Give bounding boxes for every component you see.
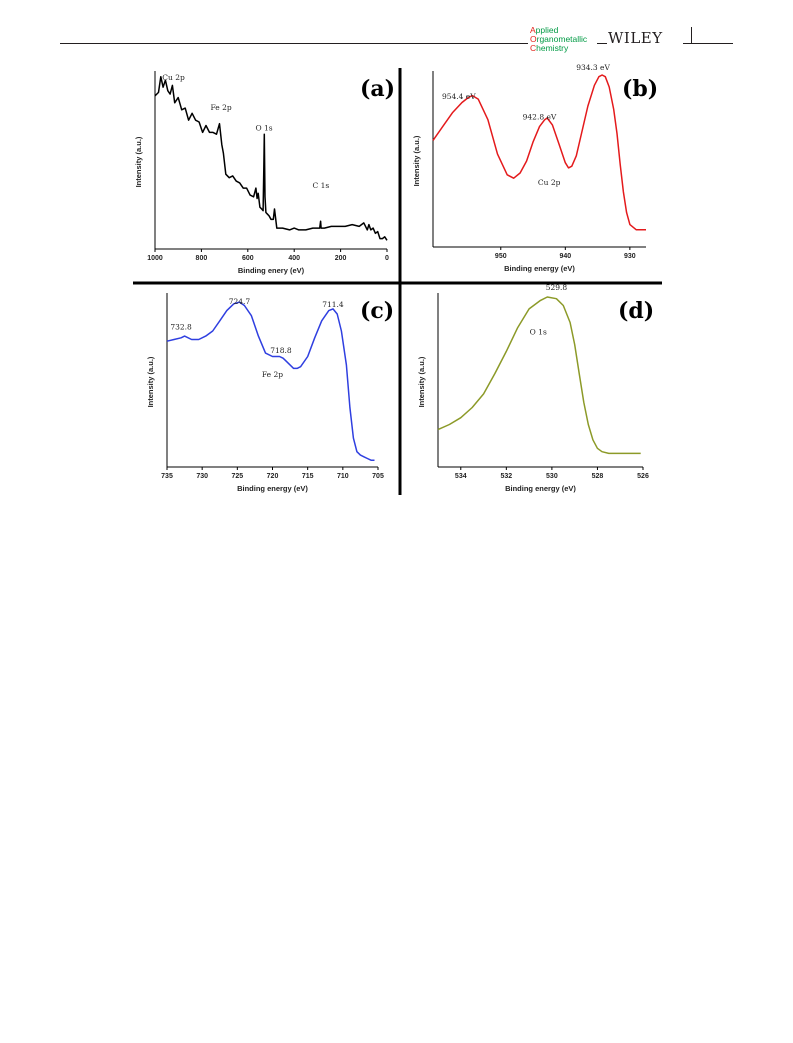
peak-annotation: Cu 2p [538,178,561,187]
peak-annotation: 934.3 eV [576,63,610,72]
x-tick-label: 730 [196,473,208,480]
peak-annotation: O 1s [255,124,272,133]
xps-panel-b: 950 940 930 Binding energy (eV) Intensity (a… [412,63,646,273]
x-tick-label: 710 [337,473,349,480]
x-tick-label: 725 [231,473,243,480]
peak-annotation: 711.4 [322,300,344,309]
peak-annotation: Fe 2p [211,103,232,112]
y-axis-label: Intensity (a.u.) [146,356,155,407]
peak-annotation: 724.7 [229,297,251,306]
header-rule-right [683,43,733,44]
journal-logo-initial: A [530,25,536,35]
panel-label-d: (d) [618,298,654,324]
journal-logo-word: hemistry [536,43,569,53]
peak-annotation: 732.8 [170,322,192,331]
x-tick-label: 705 [372,473,384,480]
x-tick-label: 0 [385,255,389,262]
header-rule-left [60,43,528,44]
journal-logo-word: rganometallic [536,34,588,44]
publisher-logo: WILEY [608,29,663,47]
x-tick-label: 800 [196,255,208,262]
x-axis-label: Binding enery (eV) [238,266,305,275]
peak-annotation: 718.8 [270,346,292,355]
panel-label-b: (b) [622,76,658,102]
peak-annotation: 942.8 eV [523,113,557,122]
x-tick-label: 720 [267,473,279,480]
x-tick-label: 940 [559,253,571,260]
peak-annotation: Cu 2p [162,73,185,82]
x-tick-label: 528 [592,473,604,480]
peak-annotation: 529.8 [546,283,568,292]
journal-logo-initial: O [530,34,537,44]
y-axis-label: Intensity (a.u.) [417,356,426,407]
x-tick-label: 532 [500,473,512,480]
peak-annotation: O 1s [530,327,547,336]
page-number-tick [691,27,692,44]
x-tick-label: 530 [546,473,558,480]
x-axis-label: Binding energy (eV) [505,484,576,493]
xps-panel-a: 1000 800 600 400 200 0 Binding enery (eV) Inten… [134,71,389,275]
plot-area: 1000 800 600 400 200 0 Binding enery (eV) Inten… [134,63,649,493]
x-tick-label: 735 [161,473,173,480]
spectrum-line [166,301,375,461]
x-tick-label: 715 [302,473,314,480]
peak-annotation: C 1s [313,181,330,190]
journal-logo-word: pplied [535,25,559,35]
panel-label-c: (c) [360,298,394,324]
x-tick-label: 930 [624,253,636,260]
journal-logo-line: Chemistry [530,44,587,53]
x-tick-label: 200 [335,255,347,262]
peak-annotation: Fe 2p [262,370,283,379]
y-axis-label: Intensity (a.u.) [412,135,421,186]
x-tick-label: 400 [288,255,300,262]
panel-label-a: (a) [360,76,395,102]
spectrum-line [437,296,641,455]
xps-panel-c: 735 730 725 720 715 710 705 Binding energy (eV)… [146,293,384,493]
journal-logo: Applied Organometallic Chemistry [530,26,587,53]
journal-logo-initial: C [530,43,537,53]
x-axis-label: Binding energy (eV) [504,264,575,273]
journal-logo-line: Applied [530,26,587,35]
x-tick-label: 600 [242,255,254,262]
x-tick-label: 526 [637,473,649,480]
y-axis-label: Intensity (a.u.) [134,136,143,187]
spectrum-line [154,75,388,241]
spectrum-line [432,74,646,231]
x-tick-label: 1000 [147,255,163,262]
x-tick-label: 950 [495,253,507,260]
x-axis-label: Binding energy (eV) [237,484,308,493]
xps-panel-d: 534 532 530 528 526 Binding energy (eV) Intens… [417,283,649,493]
peak-annotation: 954.4 eV [442,92,476,101]
x-tick-label: 534 [455,473,467,480]
journal-logo-line: Organometallic [530,35,587,44]
header-rule-mid [597,43,607,44]
